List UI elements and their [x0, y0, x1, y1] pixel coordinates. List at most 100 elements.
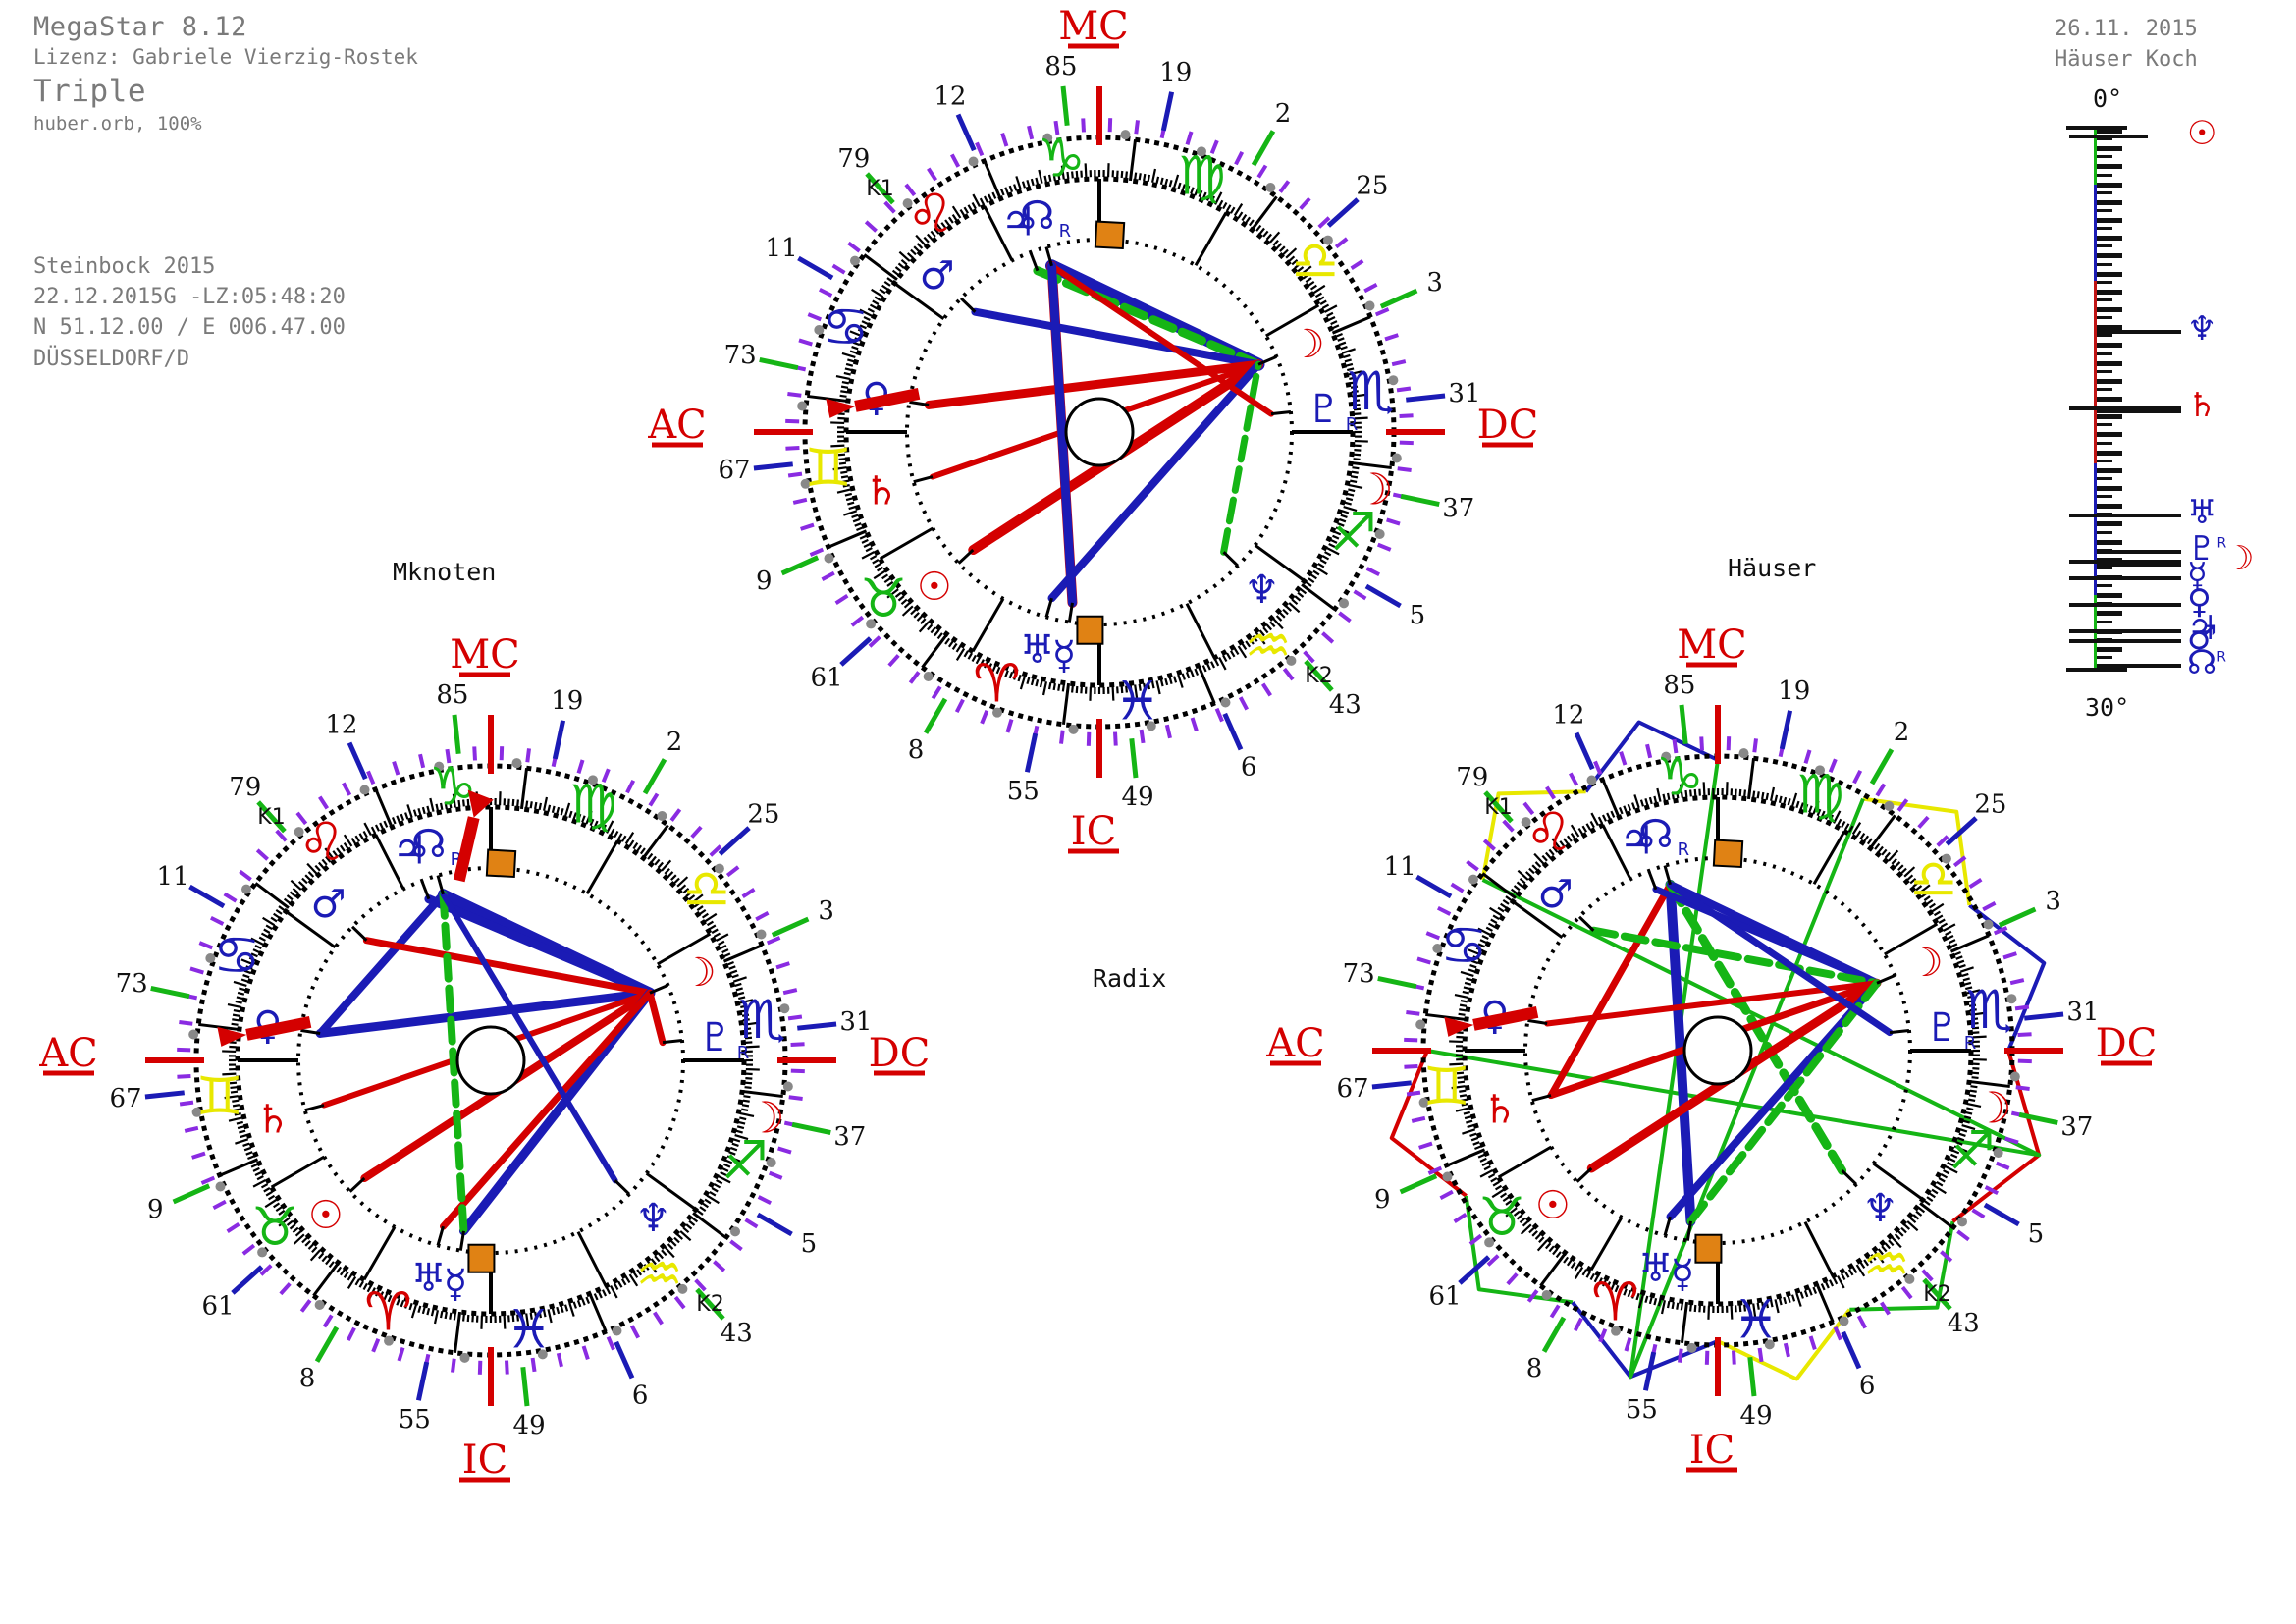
outer-number: 5 — [1410, 601, 1426, 630]
scale-tick — [2097, 146, 2122, 152]
axis-label-ac: AC — [1265, 1021, 1325, 1066]
scale-axis-red — [2094, 281, 2097, 463]
planet-glyph-moon: ☽ — [1290, 322, 1325, 367]
outer-number: 25 — [1356, 172, 1388, 201]
sign-glyph-taurus: ♉ — [1478, 1186, 1525, 1248]
scale-tick — [2097, 253, 2122, 259]
planet-glyph-node: ☊ — [1638, 812, 1674, 857]
planet-glyph-jupiter: ♃ — [393, 828, 428, 873]
cusp-marker: K2 — [1923, 1282, 1950, 1307]
scale-tick — [2097, 137, 2112, 141]
scale-leader-venus — [2097, 603, 2181, 608]
planet-glyph-mercury: ☿ — [1052, 633, 1077, 678]
outer-number: 79 — [229, 773, 261, 802]
outer-number: 9 — [147, 1195, 164, 1224]
planet-glyph-node: ☊ — [411, 822, 447, 867]
outer-number: 37 — [2060, 1112, 2093, 1142]
cusp-marker: K1 — [866, 177, 893, 201]
sign-glyph-leo: ♌ — [1525, 801, 1573, 863]
sign-glyph-scorpio: ♏ — [738, 989, 785, 1051]
sign-glyph-aries: ♈ — [1591, 1272, 1638, 1333]
outer-number: 25 — [1974, 790, 2006, 820]
outer-number: 85 — [1044, 52, 1077, 81]
caption-haeuser: Häuser — [1728, 554, 1817, 582]
scale-leader-mercury — [2097, 575, 2181, 580]
scale-symbol-jupiter: ♃ — [2187, 609, 2217, 649]
outer-number: 31 — [2066, 998, 2099, 1027]
scale-top-label: 0° — [2093, 84, 2123, 113]
scale-tick — [2097, 343, 2122, 349]
planet-glyph-sun: ☉ — [1535, 1183, 1571, 1228]
axis-label-ic: IC — [1071, 809, 1116, 854]
wheel-haeuser[interactable]: ♑ ♌ ♋ ♊ ♉ ♈ ♓ ♒ ♐ ♏ ♎ ♍ AC DC MC IC 67 9 61 8 55 49 6 43 5 37 31 3 2… — [1265, 623, 2157, 1473]
scale-tick — [2097, 423, 2112, 427]
outer-number: 12 — [934, 81, 966, 111]
outer-number: 3 — [2045, 887, 2061, 916]
axis-label-dc: DC — [2096, 1021, 2158, 1066]
caption-radix: Radix — [1093, 964, 1167, 993]
planet-glyph-neptune: ♆ — [1863, 1186, 1898, 1231]
planet-glyph-mars: ♂ — [920, 253, 955, 298]
cusp-marker: K2 — [696, 1292, 723, 1317]
sign-glyph-pisces: ♓ — [1733, 1288, 1780, 1350]
scale-symbol-saturn: ♄ — [2187, 385, 2217, 425]
retrograde-marker-pluto: R — [1346, 414, 1359, 435]
scale-tick — [2097, 244, 2112, 248]
planet-glyph-jupiter: ♃ — [1620, 818, 1655, 863]
scale-tick — [2097, 298, 2112, 301]
scale-tick — [2097, 262, 2112, 266]
scale-tick — [2097, 539, 2122, 545]
outer-number: 73 — [724, 341, 757, 370]
scale-tick — [2097, 129, 2122, 134]
scale-tick — [2097, 316, 2112, 320]
retrograde-marker-pluto: R — [1964, 1033, 1977, 1054]
scale-leader-moon — [2097, 560, 2181, 568]
scale-leader-left-venus — [2069, 603, 2126, 608]
scale-tick — [2097, 271, 2122, 277]
outer-number: 6 — [1241, 753, 1257, 783]
sign-glyph-taurus: ♉ — [860, 568, 907, 629]
sign-glyph-aries: ♈ — [364, 1281, 411, 1343]
outer-number: 49 — [1122, 783, 1154, 812]
sign-glyph-pisces: ♓ — [1114, 670, 1161, 731]
scale-tick — [2097, 467, 2122, 473]
aspect-line — [315, 988, 655, 1038]
scale-tick — [2097, 620, 2112, 623]
birth-name: Steinbock 2015 — [33, 254, 216, 279]
outer-number: 43 — [1329, 690, 1362, 720]
scale-tick — [2097, 495, 2112, 499]
outer-number: 2 — [1275, 99, 1292, 129]
axis-label-ac: AC — [647, 403, 707, 448]
sign-glyph-virgo: ♍ — [1178, 144, 1225, 206]
scale-tick — [2097, 655, 2112, 659]
ac-arrow — [245, 1016, 312, 1041]
planet-glyph-jupiter: ♃ — [1001, 199, 1037, 244]
outer-number: 19 — [1159, 58, 1192, 87]
scale-tick — [2097, 646, 2122, 652]
scale-tick — [2097, 450, 2122, 456]
app-title: MegaStar 8.12 — [33, 12, 247, 42]
scale-tick — [2097, 289, 2122, 295]
scale-symbol-moon: ☽ — [2224, 539, 2255, 579]
scale-tick — [2097, 557, 2122, 563]
retrograde-marker-node: R — [1678, 839, 1690, 860]
wheel-mknoten[interactable]: ♑ ♌ ♋ ♊ ♉ ♈ ♓ ♒ ♐ ♏ ♎ ♍ AC DC MC IC 67 9 61 8 55 49 6 43 5 37 31 3 2… — [38, 632, 930, 1483]
wheel-radix[interactable]: ♑ ♌ ♋ ♊ ♉ ♈ ♓ ♒ ♐ ♏ ♎ ♍ AC DC MC IC 67 9 61 8 55 49 6 43 5 37 31 3 2… — [647, 4, 1538, 854]
sign-glyph-aquarius: ♒ — [1863, 1233, 1910, 1295]
outer-number: 8 — [908, 735, 925, 765]
scale-tick — [2097, 397, 2122, 402]
scale-tick — [2097, 352, 2112, 355]
planet-glyph-mars: ♂ — [1538, 872, 1574, 917]
aspect-line — [1652, 886, 1881, 987]
scale-tick — [2097, 476, 2112, 480]
scale-tick — [2097, 414, 2122, 420]
outer-number: 31 — [839, 1007, 872, 1037]
outer-number: 55 — [1626, 1395, 1658, 1425]
sign-glyph-cancer: ♋ — [1440, 914, 1487, 976]
planet-glyph-saturn: ♄ — [255, 1098, 291, 1143]
scale-leader-left-moon — [2069, 560, 2126, 565]
birth-data-block: Steinbock 2015 22.12.2015G -LZ:05:48:20 … — [33, 251, 346, 374]
scale-tick — [2097, 566, 2112, 569]
scale-symbol-node: ☊R — [2187, 643, 2226, 682]
sign-glyph-capricorn: ♑ — [1038, 128, 1085, 189]
